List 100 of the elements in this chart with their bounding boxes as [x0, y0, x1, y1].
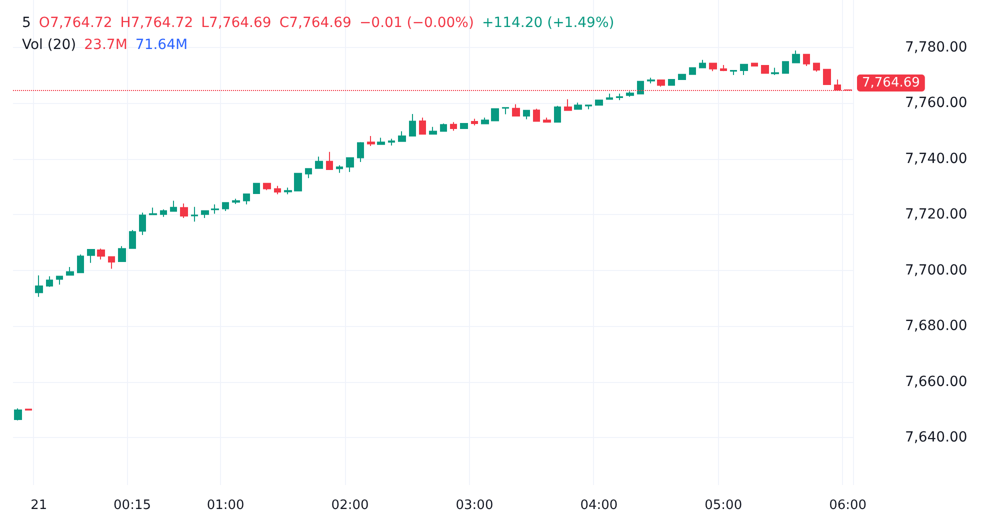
candlestick: [232, 198, 240, 205]
candlestick: [377, 137, 385, 145]
y-tick-label: 7,780.00: [905, 39, 968, 56]
x-tick-label: 21: [30, 498, 48, 513]
candlestick: [170, 200, 177, 212]
candlestick: [440, 122, 447, 132]
candlestick: [574, 102, 582, 110]
candlestick: [35, 274, 43, 298]
candlestick: [803, 54, 810, 67]
candlestick: [813, 62, 820, 72]
candlestick: [543, 117, 551, 124]
candlestick: [129, 229, 136, 249]
candlestick: [336, 164, 343, 174]
x-tick-label: 01:00: [206, 498, 244, 513]
candlestick: [616, 93, 623, 101]
y-tick-label: 7,640.00: [905, 430, 968, 446]
candlestick: [606, 93, 613, 100]
x-tick-label: 03:00: [456, 498, 494, 513]
candlestick: [740, 64, 748, 76]
candlestick: [460, 122, 468, 129]
candlestick: [305, 168, 312, 179]
candlestick: [450, 122, 457, 132]
candlestick: [191, 206, 198, 222]
candlestick: [647, 77, 655, 84]
candlestick: [367, 136, 375, 147]
candlestick: [388, 138, 395, 146]
candlestick: [284, 187, 292, 195]
candlestick: [46, 276, 53, 288]
candlestick: [657, 79, 665, 88]
candlestick: [201, 210, 209, 218]
candlestick: [419, 117, 426, 135]
candlestick: [491, 108, 499, 122]
candlestick: [626, 90, 634, 98]
candlestick: [554, 105, 561, 124]
annotation: L7,764.69: [201, 15, 272, 31]
y-tick-label: 7,680.00: [905, 318, 968, 334]
candlestick: [222, 202, 229, 212]
candlestick: [678, 74, 686, 80]
ref-line-label: 7,764.69: [862, 76, 920, 91]
candlestick: [409, 114, 416, 137]
text: 5: [22, 15, 31, 31]
annotation: O7,764.72: [38, 15, 112, 31]
candlestick: [771, 67, 779, 76]
candlestick: [595, 100, 603, 106]
candlestick: [211, 204, 219, 214]
candlestick: [263, 182, 271, 191]
candlestick: [357, 142, 364, 162]
candlestick: [637, 80, 644, 94]
candlestick: [481, 117, 489, 124]
candlestick: [699, 59, 706, 68]
candlestick: [429, 126, 437, 136]
annotation: C7,764.69: [279, 15, 352, 31]
y-tick-label: 7,740.00: [905, 150, 968, 167]
y-tick-label: 7,700.00: [905, 262, 968, 278]
x-tick-label: 04:00: [580, 498, 618, 513]
candlestick: [512, 104, 520, 116]
candlestick: [315, 156, 323, 169]
candlestick: [720, 64, 727, 72]
candlestick: [792, 50, 800, 64]
candlestick: [180, 202, 188, 218]
candlestick: [585, 104, 592, 110]
candlestick: [326, 151, 333, 170]
candlestick: [160, 208, 167, 218]
candlestick: [274, 185, 281, 195]
annotation: 71.64M: [135, 37, 188, 53]
candlestick: [730, 70, 737, 76]
candlestick: [77, 254, 84, 274]
annotation: 23.7M: [84, 37, 128, 53]
x-tick-label: 06:00: [829, 498, 867, 513]
annotation: H7,764.72: [120, 15, 194, 31]
candlestick: [253, 182, 260, 194]
candlestick: [14, 408, 22, 421]
candlestick: [66, 266, 74, 276]
candlestick: [243, 194, 250, 205]
candlestick: [533, 108, 540, 122]
x-tick-label: 02:00: [331, 498, 369, 513]
candlestick: [398, 130, 406, 142]
candlestick: [782, 61, 789, 74]
annotation: −0.01 (−0.00%): [359, 15, 474, 31]
candlestick: [751, 62, 758, 67]
candlestick: [761, 65, 769, 74]
x-tick-label: 00:15: [114, 498, 151, 513]
y-tick-label: 7,760.00: [905, 95, 968, 112]
x-tick-label: 05:00: [704, 498, 742, 513]
candlestick: [149, 207, 157, 216]
candlestick: [56, 276, 63, 286]
candlestick: [502, 107, 509, 115]
candlestick: [294, 172, 302, 192]
y-tick-label: 7,720.00: [905, 206, 968, 223]
candlestick: [346, 157, 354, 172]
candlestick: [689, 67, 696, 75]
candlestick: [139, 212, 146, 236]
candlestick: [471, 118, 478, 126]
annotation: +114.20 (+1.49%): [482, 15, 614, 31]
candlestick: [564, 98, 572, 111]
candlestick: [87, 248, 95, 264]
candlestick: [97, 248, 105, 260]
candlestick: [823, 68, 831, 85]
candlestick: [523, 110, 530, 120]
annotation: Vol (20): [22, 37, 76, 53]
